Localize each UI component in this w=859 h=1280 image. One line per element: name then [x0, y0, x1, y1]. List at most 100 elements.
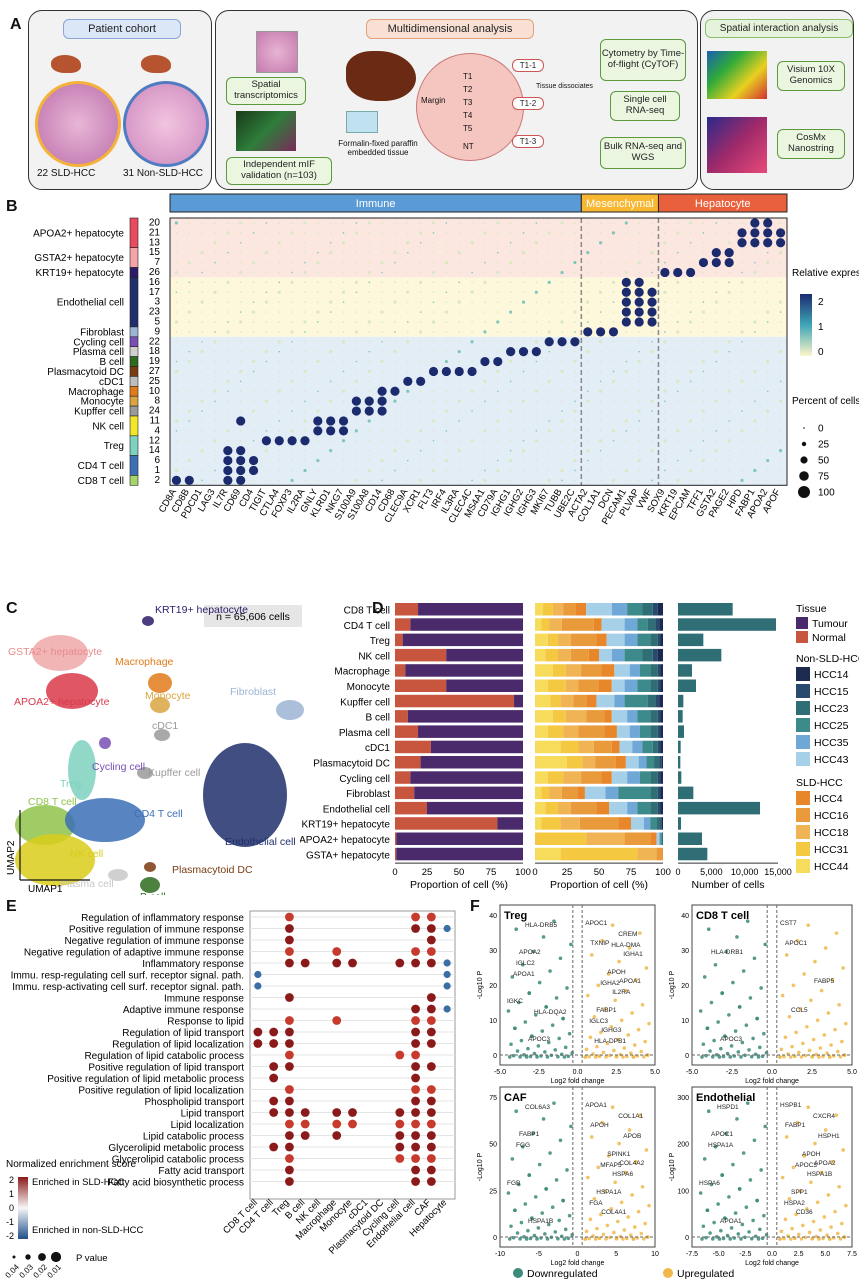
dot	[431, 270, 436, 275]
dot	[676, 330, 680, 334]
dot	[664, 420, 666, 422]
dot	[560, 369, 564, 374]
dot	[574, 222, 576, 224]
volcano-point	[783, 1217, 788, 1222]
volcano-point	[531, 1131, 535, 1136]
volcano-point	[719, 1046, 723, 1051]
cluster-label: KRT19+ hepatocyte	[36, 268, 125, 279]
dot	[522, 390, 525, 393]
dot	[625, 410, 628, 412]
dot	[265, 390, 268, 393]
dot	[265, 370, 268, 373]
volcano-point	[698, 1191, 703, 1195]
dot	[381, 479, 383, 482]
dot	[458, 222, 461, 224]
dot	[252, 449, 255, 452]
gene-annotation: COL6A3	[525, 1104, 550, 1111]
dot	[471, 410, 473, 412]
dot	[445, 321, 448, 323]
cluster-label: B cell	[100, 357, 124, 368]
patient-bar-segment	[656, 847, 663, 861]
dot	[381, 439, 383, 442]
dot	[651, 281, 653, 284]
dot	[484, 390, 486, 393]
dot	[506, 347, 516, 357]
volcano-xtick: 5.0	[820, 1251, 830, 1258]
dot	[702, 420, 705, 422]
volcano-point	[743, 1053, 747, 1058]
dot	[766, 370, 769, 373]
dot	[689, 459, 692, 462]
volcano-point	[704, 1235, 708, 1240]
patient-bar-segment	[660, 801, 663, 815]
dot	[702, 232, 705, 234]
dot	[407, 430, 409, 432]
dot	[574, 350, 576, 353]
dot	[689, 360, 692, 363]
volcano-point	[626, 1033, 631, 1037]
volcano-point	[823, 1128, 828, 1132]
dot	[227, 360, 229, 363]
dot	[548, 241, 550, 244]
dot	[329, 300, 333, 304]
dot	[454, 366, 464, 377]
legend-swatch	[796, 791, 810, 805]
bulk-box: Bulk RNA-seq and WGS	[600, 137, 686, 169]
enrichment-dot	[269, 1108, 279, 1117]
volcano-point	[552, 919, 556, 923]
dot	[561, 380, 563, 383]
umap-cluster	[144, 862, 156, 872]
cosmx-box: CosMx Nanostring	[777, 129, 845, 159]
patient-bar-segment	[535, 801, 546, 815]
volcano-point	[717, 1237, 722, 1241]
dot	[188, 281, 191, 284]
dot	[625, 449, 628, 452]
cell-count-bar	[678, 694, 684, 708]
volcano-point	[753, 1234, 758, 1239]
dot	[766, 390, 769, 393]
dot	[509, 380, 512, 383]
cluster-id: 18	[149, 346, 161, 357]
patient-bar-xlabel: Proportion of cell (%)	[550, 879, 648, 891]
dot	[226, 330, 230, 334]
dot	[445, 430, 448, 432]
volcano-point	[596, 983, 601, 988]
dot	[304, 261, 306, 264]
dot	[214, 321, 216, 323]
dot	[766, 251, 769, 254]
dot	[380, 310, 384, 314]
dot	[445, 281, 448, 284]
dot	[625, 241, 628, 244]
dot	[406, 389, 410, 393]
dot	[535, 459, 538, 462]
dot	[664, 380, 666, 383]
dot	[329, 390, 332, 393]
dot	[766, 469, 769, 472]
dot	[779, 222, 782, 224]
volcano-point	[700, 1237, 704, 1241]
dot	[368, 449, 371, 452]
dot	[214, 251, 216, 254]
volcano-point	[721, 1054, 726, 1059]
umap-label: CD4 T cell	[134, 808, 183, 820]
dot	[291, 261, 293, 264]
tissue-bar-segment	[396, 847, 523, 861]
volcano-point	[629, 1051, 633, 1056]
dot	[432, 281, 435, 284]
patient-bar-segment	[547, 771, 564, 784]
dot	[715, 331, 718, 333]
patient-bar-segment	[535, 832, 587, 845]
dot	[188, 251, 191, 254]
dot	[377, 396, 387, 406]
tissue-bar-segment	[402, 633, 523, 647]
dot	[750, 218, 760, 228]
tissue-bar-segment	[395, 817, 498, 830]
dot	[329, 291, 332, 294]
volcano-point	[536, 1044, 541, 1048]
category-label: cDC1	[365, 743, 390, 754]
dot	[458, 390, 461, 393]
volcano-point	[797, 1232, 801, 1237]
volcano-point	[613, 998, 617, 1003]
gene-annotation: HSPA1B	[528, 1218, 553, 1225]
